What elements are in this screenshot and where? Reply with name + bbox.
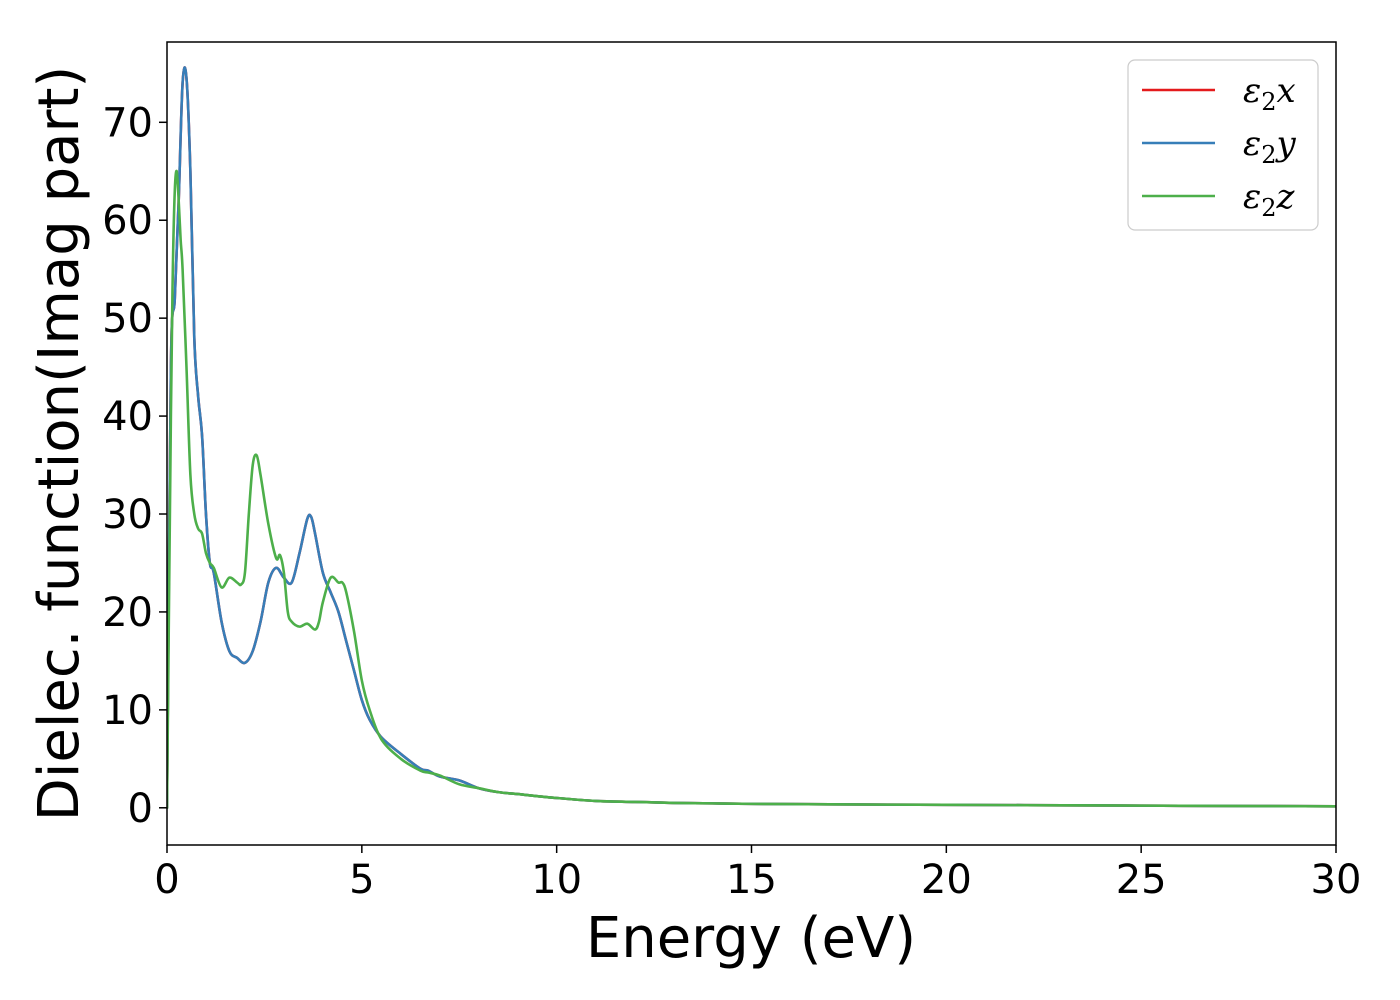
x-tick-label: 0: [154, 857, 179, 903]
y-tick-label: 10: [102, 688, 153, 734]
x-tick-label: 15: [726, 857, 777, 903]
x-axis-label: Energy (eV): [586, 906, 916, 971]
legend-variable: y: [1275, 124, 1297, 164]
legend-base: ε: [1243, 124, 1261, 164]
legend-subscript: 2: [1261, 88, 1276, 116]
legend-label-y: ε2y: [1243, 124, 1297, 169]
y-tick-label: 30: [102, 492, 153, 538]
y-tick-label: 50: [102, 296, 153, 342]
y-tick-label: 40: [102, 394, 153, 440]
legend-subscript: 2: [1261, 194, 1276, 222]
series-line-z: [167, 169, 1336, 810]
legend-base: ε: [1243, 71, 1261, 111]
series-layer: [167, 66, 1336, 810]
legend-variable: z: [1276, 177, 1296, 217]
y-tick-label: 70: [102, 100, 153, 146]
x-tick-label: 10: [531, 857, 582, 903]
y-tick-label: 60: [102, 198, 153, 244]
x-axis: 0 5 10 15 20 25 30: [154, 845, 1361, 903]
y-tick-label: 20: [102, 590, 153, 636]
x-tick-label: 5: [349, 857, 374, 903]
legend-base: ε: [1243, 177, 1261, 217]
legend-box: [1127, 59, 1319, 231]
y-axis: 0 10 20 30 40 50 60 70: [102, 100, 167, 832]
x-tick-label: 30: [1311, 857, 1362, 903]
x-tick-label: 25: [1116, 857, 1167, 903]
legend-label-x: ε2x: [1243, 71, 1296, 116]
y-tick-label: 0: [128, 786, 153, 832]
y-axis-label: Dielec. function(Imag part): [27, 66, 92, 822]
legend-variable: x: [1277, 71, 1296, 111]
legend-label-z: ε2z: [1243, 177, 1296, 222]
legend-subscript: 2: [1261, 141, 1276, 169]
x-tick-label: 20: [921, 857, 972, 903]
